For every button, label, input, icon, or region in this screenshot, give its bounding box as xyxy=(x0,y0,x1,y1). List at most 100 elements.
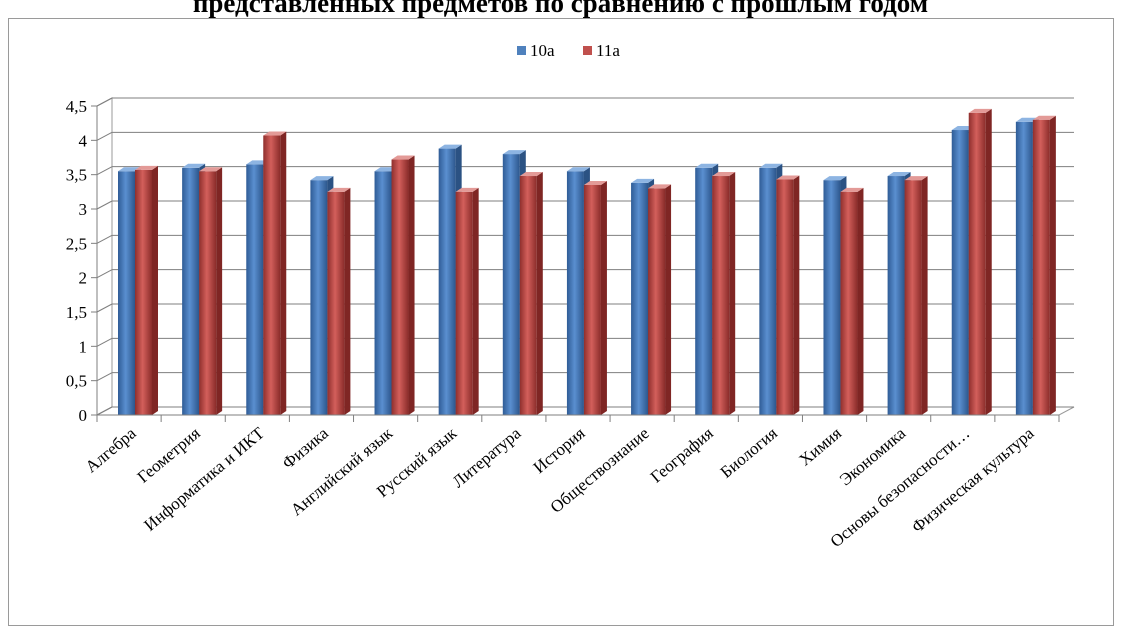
bar-front xyxy=(199,171,217,415)
y-axis: 0 0,5 1 1,5 2 2,5 3 3,5 4 4,5 xyxy=(66,97,98,425)
bar-side xyxy=(600,180,607,415)
bar-front xyxy=(438,148,456,415)
bar-top xyxy=(583,180,607,185)
bar-side xyxy=(985,108,992,415)
legend-swatch-10a xyxy=(517,46,526,55)
bar-top xyxy=(840,187,864,192)
bar-top xyxy=(631,178,655,183)
bar-11a xyxy=(648,184,672,415)
gridline-diag xyxy=(96,269,113,279)
bar-11a xyxy=(135,165,158,415)
bar-chart: 10а 11а 0 0,5 1 1,5 2 2,5 3 3,5 4 4,5 АлгебраГеоме… xyxy=(66,41,1075,551)
bar-top xyxy=(199,167,223,172)
bar-front xyxy=(583,184,601,415)
bar-top xyxy=(327,187,351,192)
bar-front xyxy=(502,154,520,416)
gridline-diag xyxy=(96,303,113,313)
bar-front xyxy=(759,167,777,415)
bar-front xyxy=(823,180,841,415)
bar-top xyxy=(182,163,206,168)
bar-front xyxy=(887,176,905,415)
page-title-fragment: представленных предметов по сравнению с … xyxy=(192,0,929,18)
bar-top xyxy=(310,176,334,181)
gridline-diag xyxy=(96,406,113,416)
gridline-diag xyxy=(96,372,113,382)
bar-side xyxy=(472,187,479,415)
y-tick-label: 3 xyxy=(79,200,88,219)
bar-front xyxy=(519,176,537,415)
bar-top xyxy=(823,176,847,181)
bar-front xyxy=(118,171,135,415)
bar-front xyxy=(263,135,281,415)
bar-side xyxy=(152,165,158,415)
y-tick-label: 0 xyxy=(79,406,88,425)
x-tick-label: Информатика и ИКТ xyxy=(140,423,268,535)
legend-swatch-11a xyxy=(583,46,592,55)
gridline-diag xyxy=(96,234,113,244)
gridline-diag xyxy=(96,200,113,210)
bar-front xyxy=(135,169,152,415)
bar-front xyxy=(968,112,986,415)
bar-top xyxy=(712,172,736,177)
bar-top xyxy=(968,108,992,113)
bar-top xyxy=(887,172,911,177)
bar-11a xyxy=(519,172,543,415)
bar-front xyxy=(566,171,584,415)
bar-front xyxy=(310,180,328,415)
bar-side xyxy=(344,187,351,415)
bar-11a xyxy=(1032,115,1056,415)
gridline-diag xyxy=(96,337,113,347)
bar-top xyxy=(391,155,415,160)
bar-11a xyxy=(968,108,992,415)
y-tick-label: 2,5 xyxy=(66,234,87,253)
side-wall xyxy=(96,97,113,416)
bar-front xyxy=(455,191,473,415)
bar-front xyxy=(840,191,858,415)
bar-top xyxy=(502,150,526,155)
bar-side xyxy=(793,175,800,415)
bar-11a xyxy=(327,187,351,415)
bar-front xyxy=(712,176,730,415)
x-tick-label: Литература xyxy=(449,423,525,491)
bar-top xyxy=(135,165,158,170)
bar-side xyxy=(216,167,223,415)
bar-top xyxy=(455,187,479,192)
x-tick-label: Физическая культура xyxy=(908,423,1038,536)
bar-11a xyxy=(583,180,607,415)
y-tick-label: 4 xyxy=(79,131,88,150)
y-tick-label: 2 xyxy=(79,269,88,288)
bar-top xyxy=(695,163,719,168)
bar-front xyxy=(648,188,666,415)
bar-front xyxy=(246,164,264,415)
bar-11a xyxy=(904,176,928,415)
bar-front xyxy=(374,171,392,415)
bar-top xyxy=(1032,115,1056,120)
bar-top xyxy=(263,131,287,136)
x-tick-label: История xyxy=(530,423,589,477)
legend-label-10a: 10а xyxy=(530,41,555,60)
bar-front xyxy=(391,159,409,415)
bar-top xyxy=(519,172,543,177)
y-tick-label: 1 xyxy=(79,337,88,356)
bar-11a xyxy=(712,172,736,415)
bar-side xyxy=(665,184,672,415)
bar-11a xyxy=(840,187,864,415)
x-tick-label: Физика xyxy=(279,423,333,472)
bar-11a xyxy=(455,187,479,415)
chart-frame: 10а 11а 0 0,5 1 1,5 2 2,5 3 3,5 4 4,5 Алгебра Геоме… xyxy=(8,18,1114,626)
bar-side xyxy=(921,176,928,415)
bar-top xyxy=(648,184,672,189)
y-tick-label: 1,5 xyxy=(66,303,87,322)
bar-side xyxy=(857,187,864,415)
bar-11a xyxy=(391,155,415,415)
x-tick-label: Биология xyxy=(717,423,781,481)
bar-top xyxy=(438,144,462,149)
bar-front xyxy=(951,130,969,415)
bar-side xyxy=(536,172,543,415)
bar-11a xyxy=(199,167,223,415)
bar-side xyxy=(729,172,736,415)
bar-top xyxy=(904,176,928,181)
gridline-diag xyxy=(96,131,113,141)
chart-legend: 10а 11а xyxy=(517,41,620,60)
